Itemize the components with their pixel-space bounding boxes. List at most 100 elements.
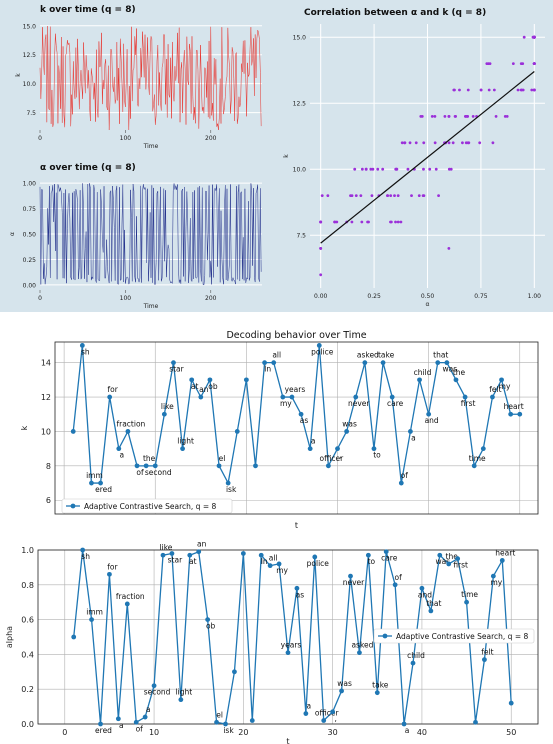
token-label: isk	[223, 726, 234, 735]
scatter-point	[437, 194, 440, 198]
token-label: all	[272, 351, 281, 360]
token-label: was	[337, 679, 352, 688]
data-point	[160, 552, 166, 558]
scatter-point	[466, 141, 470, 145]
token-label: a	[311, 437, 316, 446]
token-label: imm	[86, 471, 103, 480]
data-point	[285, 650, 291, 656]
token-label: an	[197, 540, 207, 549]
token-label: ob	[208, 382, 218, 391]
y-tick-label: 12	[41, 393, 51, 402]
token-label: was	[342, 419, 357, 428]
y-tick-label: 6	[46, 496, 51, 505]
y-tick-label: 0.00	[23, 282, 37, 289]
token-label: never	[348, 399, 370, 408]
data-point	[249, 718, 255, 723]
data-point	[133, 719, 139, 725]
plot-frame	[54, 341, 539, 515]
data-point	[480, 446, 486, 452]
scatter-point	[353, 167, 357, 171]
data-point	[262, 360, 268, 366]
scatter-point	[414, 141, 418, 145]
y-tick-label: 8	[46, 462, 51, 471]
data-point	[152, 463, 158, 469]
data-point	[330, 709, 336, 715]
token-label: sh	[81, 552, 90, 561]
token-label: first	[461, 399, 476, 408]
token-label: like	[161, 402, 174, 411]
token-label: and	[425, 416, 439, 425]
scatter-point	[371, 167, 375, 171]
scatter-point	[530, 88, 534, 92]
x-tick-label: 1.00	[528, 293, 542, 300]
plot-frame	[37, 549, 539, 725]
token-label: a	[411, 433, 416, 442]
scatter-point	[479, 88, 483, 92]
scatter-point	[364, 167, 368, 171]
legend-box	[373, 628, 535, 644]
scatter-point	[350, 220, 354, 224]
series-line	[73, 549, 512, 725]
scatter-point	[319, 220, 323, 224]
token-label: for	[108, 385, 119, 394]
scatter-point	[447, 115, 451, 118]
token-label: years	[281, 641, 302, 650]
y-axis-label: k	[20, 425, 29, 430]
scatter-point	[406, 167, 410, 171]
y-axis-label: alpha	[5, 626, 14, 648]
scatter-point	[422, 167, 425, 171]
scatter-point	[487, 88, 491, 92]
chart-title: α over time (q = 8)	[40, 163, 136, 173]
k-series-line	[39, 26, 262, 130]
data-point	[362, 360, 368, 366]
scatter-point	[532, 88, 536, 92]
y-tick-label: 0.50	[23, 232, 37, 239]
data-point	[207, 377, 213, 383]
data-point	[223, 721, 228, 727]
data-point	[116, 446, 122, 452]
scatter-point	[428, 167, 432, 171]
token-label: all	[269, 554, 278, 563]
scatter-point	[471, 115, 475, 118]
scatter-point	[519, 88, 523, 92]
data-point	[455, 556, 461, 562]
scatter-point	[532, 62, 536, 65]
y-tick-label: 0.2	[21, 685, 34, 694]
token-label: isk	[226, 485, 237, 494]
y-tick-label: 15.0	[293, 35, 307, 42]
y-tick-label: 0.6	[21, 616, 34, 625]
data-point	[180, 446, 185, 452]
data-point	[312, 554, 318, 560]
scatter-point	[386, 194, 390, 198]
data-point	[374, 690, 380, 696]
token-label: to	[368, 557, 376, 566]
x-axis-label: Time	[143, 303, 159, 310]
data-point	[325, 463, 331, 469]
data-point	[169, 551, 175, 556]
scatter-point	[461, 141, 464, 145]
scatter-point	[419, 115, 423, 118]
data-point	[125, 429, 131, 434]
x-tick-label: 0	[62, 728, 67, 737]
token-label: officer	[315, 709, 340, 718]
scatter-point	[389, 194, 393, 198]
token-label: at	[189, 557, 197, 566]
data-point	[198, 394, 204, 400]
data-point	[80, 547, 86, 553]
scatter-point	[487, 62, 490, 65]
scatter-point	[349, 194, 352, 198]
alpha-over-time-chart: 0.00 0.25 0.50 0.75 1.00 0 100 200 α over time (…	[9, 163, 262, 310]
data-point	[371, 446, 377, 452]
data-point	[517, 411, 523, 417]
y-axis-label: α	[9, 232, 16, 236]
token-label: an	[199, 385, 209, 394]
scatter-point	[389, 220, 393, 224]
token-label: a	[119, 451, 124, 460]
token-label: a	[307, 702, 312, 711]
x-tick-label: 0.50	[421, 293, 435, 300]
data-point	[225, 480, 231, 486]
scatter-point	[417, 194, 421, 198]
token-label: of	[136, 724, 144, 733]
x-tick-label: 0.00	[314, 293, 328, 300]
